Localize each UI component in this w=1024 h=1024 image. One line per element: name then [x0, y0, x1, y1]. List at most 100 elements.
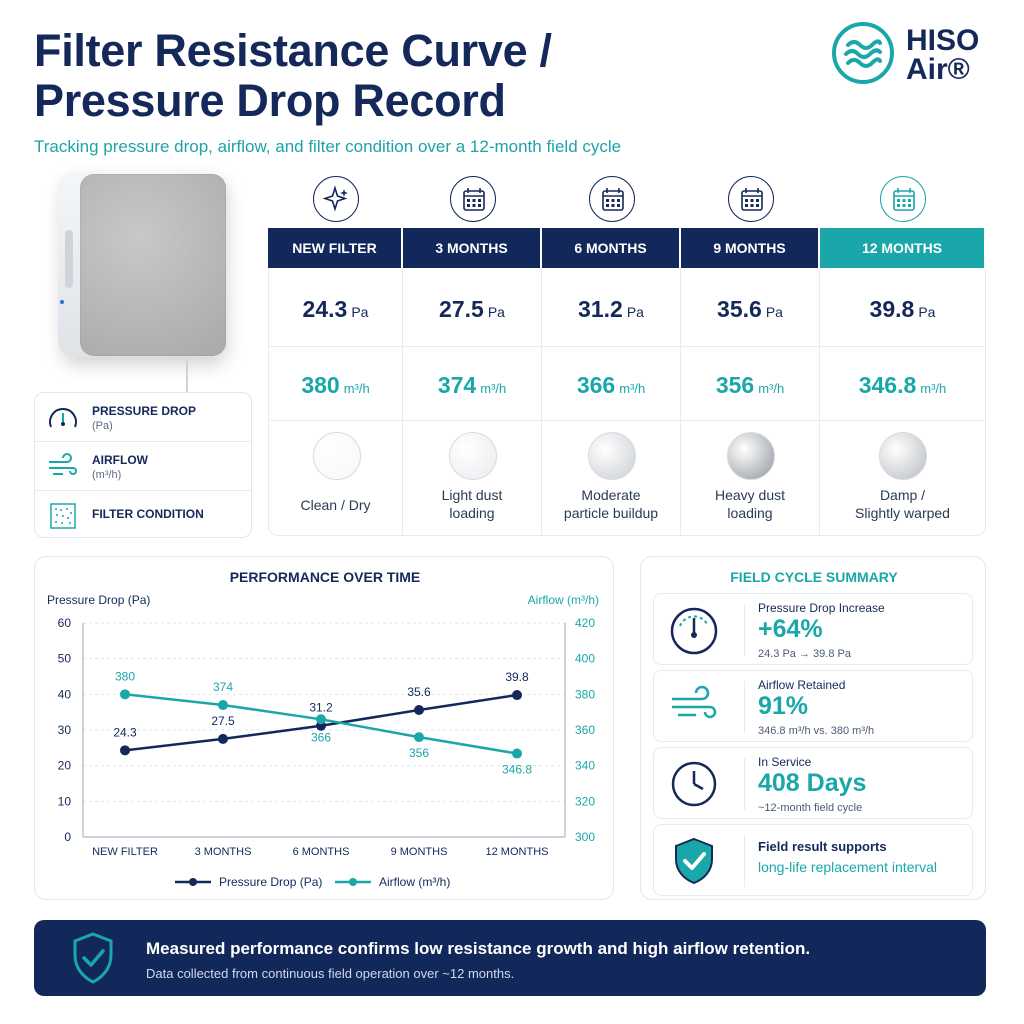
pressure-unit: Pa: [918, 304, 936, 320]
clock-icon: [666, 758, 722, 810]
condition-line: Damp /: [879, 487, 926, 503]
data-label: 35.6: [407, 685, 431, 699]
bottom-banner: Measured performance confirms low resist…: [34, 920, 986, 996]
stage-column: 24.3 Pa 380 m³/h Clean / Dry: [268, 268, 403, 536]
y2-tick-label: 300: [575, 830, 595, 844]
shield-check-icon: [666, 835, 722, 887]
stage-header: 6 MONTHS: [542, 228, 679, 268]
banner-headline: Measured performance confirms low resist…: [146, 939, 811, 958]
page-title: Filter Resistance Curve / Pressure Drop …: [34, 26, 552, 126]
device-cable: [186, 360, 188, 394]
summary-label: Airflow Retained: [758, 678, 846, 692]
data-point: [414, 732, 424, 743]
data-label: 366: [311, 730, 331, 744]
data-label: 356: [409, 746, 429, 760]
row-divider: [403, 420, 541, 421]
left-axis-title: Pressure Drop (Pa): [47, 593, 151, 607]
summary-label: Pressure Drop Increase: [758, 601, 885, 615]
condition-line: Moderate: [581, 487, 641, 503]
airflow-icon: [47, 452, 79, 482]
filter-swatch-icon: [312, 432, 361, 480]
data-point: [414, 705, 424, 716]
data-label: 346.8: [502, 763, 532, 777]
airflow-number: 366: [576, 372, 616, 398]
condition-line: particle buildup: [563, 505, 659, 521]
summary-value: +64%: [758, 615, 823, 643]
summary-item-airflow: Airflow Retained 91% 346.8 m³/h vs. 380 …: [653, 670, 973, 742]
data-label: 39.8: [505, 670, 529, 684]
filter-condition-text: Moderate particle buildup: [542, 486, 680, 522]
legend-label: AIRFLOW: [92, 453, 148, 467]
pressure-drop-value: 39.8 Pa: [820, 296, 985, 323]
filter-condition-text: Damp / Slightly warped: [820, 486, 985, 522]
row-divider: [542, 420, 680, 421]
condition-line: Slightly warped: [855, 505, 950, 521]
legend-row-condition: FILTER CONDITION: [35, 491, 251, 540]
stage-header: 12 MONTHS: [820, 228, 984, 268]
device-slot: [65, 230, 73, 288]
performance-chart: 0 10 20 30 40 50 60 300 320 340 360 380 400 420 NEW FI…: [58, 616, 596, 889]
pressure-drop-value: 31.2 Pa: [542, 296, 680, 323]
airflow-number: 356: [715, 372, 755, 398]
y2-tick-label: 340: [575, 759, 595, 773]
y-tick-label: 60: [58, 616, 72, 630]
y-tick-label: 0: [64, 830, 71, 844]
filter-swatch-icon: [726, 432, 775, 480]
summary-item-pressure: Pressure Drop Increase +64% 24.3 Pa → 39…: [653, 593, 973, 665]
page-title-line1: Filter Resistance Curve /: [34, 25, 552, 76]
data-point: [218, 700, 228, 711]
airflow-unit: m³/h: [343, 381, 370, 396]
filter-condition-text: Light dust loading: [403, 486, 541, 522]
pressure-number: 24.3: [302, 296, 348, 322]
condition-line: loading: [727, 505, 773, 521]
row-divider: [681, 420, 819, 421]
wave-logo-icon: [832, 22, 894, 84]
summary-detail: ~12-month field cycle: [758, 802, 863, 814]
brand-logo: HISO Air®: [832, 22, 1002, 88]
summary-title: FIELD CYCLE SUMMARY: [730, 569, 898, 585]
device-filter-face: [80, 174, 226, 356]
pressure-number: 39.8: [869, 296, 915, 322]
row-divider: [542, 346, 680, 347]
stage-header: 3 MONTHS: [403, 228, 540, 268]
legend-label: Pressure Drop (Pa): [219, 875, 322, 889]
filter-texture-icon: [47, 501, 79, 531]
y-tick-label: 40: [58, 687, 72, 701]
y2-tick-label: 380: [575, 687, 595, 701]
pressure-number: 35.6: [717, 296, 762, 322]
pressure-unit: Pa: [487, 304, 505, 320]
gauge-icon: [666, 604, 722, 656]
legend-label: FILTER CONDITION: [92, 507, 204, 521]
x-tick-label: 6 MONTHS: [293, 846, 350, 858]
stage-column: 35.6 Pa 356 m³/h Heavy dust loading: [681, 268, 820, 536]
pressure-unit: Pa: [351, 304, 369, 320]
pressure-number: 27.5: [439, 296, 484, 322]
sparkle-icon: [312, 176, 359, 222]
summary-separator: [744, 835, 745, 887]
row-divider: [820, 420, 985, 421]
summary-detail: 346.8 m³/h vs. 380 m³/h: [758, 725, 875, 737]
summary-note-line2: long-life replacement interval: [758, 859, 937, 875]
legend-label: PRESSURE DROP: [92, 404, 197, 418]
row-divider: [681, 346, 819, 347]
pressure-drop-value: 35.6 Pa: [681, 296, 819, 323]
pressure-number: 31.2: [578, 296, 623, 322]
summary-value: 408 Days: [758, 769, 867, 797]
legend-marker: [349, 878, 357, 886]
legend-label: Airflow (m³/h): [379, 875, 450, 889]
chart-title: PERFORMANCE OVER TIME: [229, 569, 421, 585]
banner-subtext: Data collected from continuous field ope…: [146, 966, 515, 981]
data-point: [512, 690, 522, 701]
calendar-icon: [588, 176, 635, 222]
condition-line: loading: [449, 505, 495, 521]
legend-row-pressure: PRESSURE DROP (Pa): [35, 393, 251, 442]
y-tick-label: 50: [58, 652, 72, 666]
stage-column: 39.8 Pa 346.8 m³/h Damp / Slightly warped: [820, 268, 986, 536]
data-point: [316, 714, 326, 725]
pressure-unit: Pa: [765, 304, 783, 320]
y2-tick-label: 320: [575, 794, 595, 808]
data-point: [512, 748, 522, 759]
airflow-number: 374: [437, 372, 477, 398]
row-divider: [269, 346, 402, 347]
condition-line: Heavy dust: [714, 487, 786, 503]
